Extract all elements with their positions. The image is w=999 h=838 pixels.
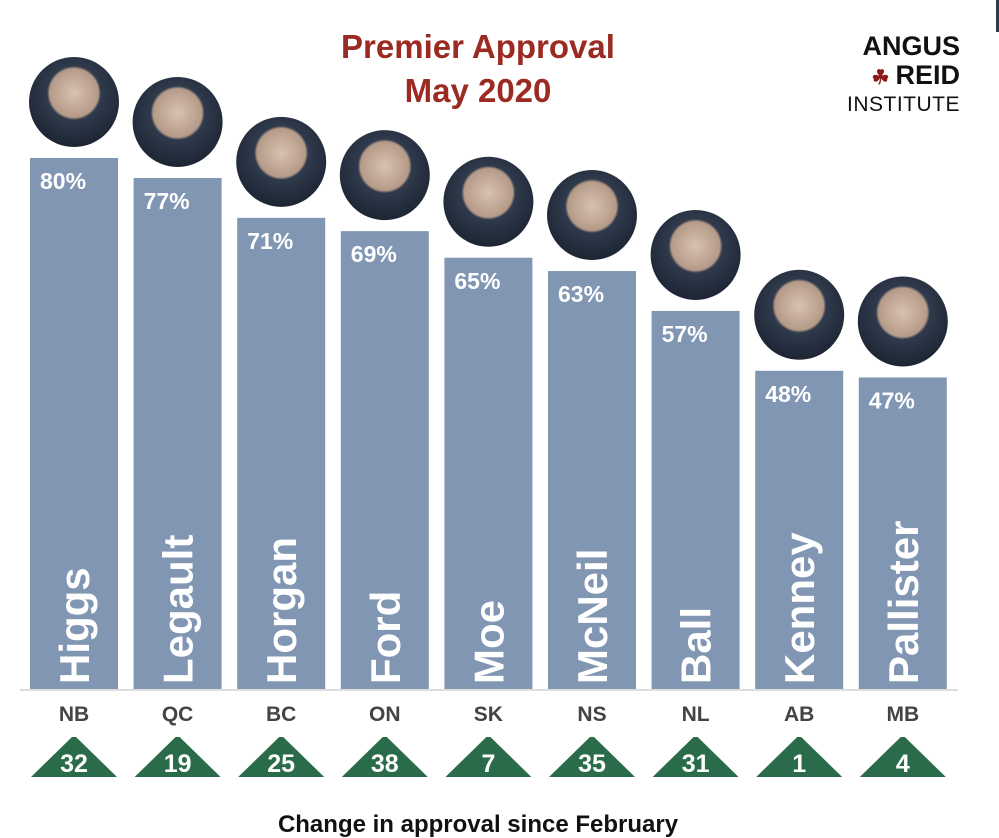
premier-name: Pallister: [880, 521, 927, 684]
change-value: 1: [792, 750, 806, 778]
value-label: 57%: [662, 321, 708, 347]
premier-name: Ball: [673, 607, 720, 684]
change-up-triangle-icon: [549, 737, 635, 777]
window-edge: [996, 0, 999, 32]
premier-photo-Legault: [132, 76, 223, 167]
premier-photo-McNeil: [547, 170, 637, 261]
premier-photo-Ford: [339, 130, 430, 221]
value-label: 48%: [765, 381, 811, 407]
province-label: ON: [369, 703, 401, 726]
change-value: 19: [164, 750, 192, 778]
footer-label: Change in approval since February: [278, 811, 679, 838]
premier-photo-Horgan: [236, 116, 327, 207]
province-label: AB: [784, 703, 814, 726]
bar-NS: [548, 271, 636, 690]
premier-photo-Kenney: [754, 269, 845, 360]
value-label: 69%: [351, 241, 397, 267]
angus-reid-logo: ANGUS ☘ REID INSTITUTE: [820, 32, 960, 117]
bar-BC: [237, 217, 326, 690]
premier-photo-Higgs: [29, 57, 119, 147]
change-up-triangle-icon: [859, 737, 946, 777]
change-up-triangle-icon: [238, 737, 325, 777]
bar-SK: [444, 257, 533, 690]
change-up-triangle-icon: [445, 737, 532, 777]
premier-photo-Ball: [650, 209, 741, 300]
bar-AB: [755, 370, 844, 690]
province-label: MB: [886, 703, 919, 726]
premier-name: Ford: [362, 591, 409, 684]
change-up-triangle-icon: [134, 737, 221, 777]
logo-line1: ANGUS: [862, 31, 960, 61]
premier-name: Horgan: [258, 537, 305, 684]
province-label: NS: [577, 703, 606, 726]
bar-ON: [340, 231, 429, 690]
chart-title: Premier Approval: [341, 28, 615, 65]
value-label: 63%: [558, 281, 604, 307]
province-label: QC: [162, 703, 194, 726]
change-up-triangle-icon: [652, 737, 739, 777]
premier-name: McNeil: [569, 549, 616, 684]
bar-MB: [858, 377, 947, 690]
change-up-triangle-icon: [756, 737, 843, 777]
logo-line2: REID: [895, 60, 960, 90]
value-label: 47%: [869, 387, 915, 413]
change-value: 4: [896, 750, 910, 778]
change-value: 38: [371, 750, 399, 778]
change-value: 25: [267, 750, 295, 778]
premier-name: Kenney: [776, 532, 823, 684]
province-label: NL: [682, 703, 710, 726]
maple-leaf-icon: ☘: [871, 67, 890, 89]
province-label: NB: [59, 703, 89, 726]
change-value: 35: [578, 750, 606, 778]
bar-NL: [651, 310, 740, 690]
change-value: 31: [682, 750, 710, 778]
change-up-triangle-icon: [341, 737, 428, 777]
bar-NB: [30, 158, 118, 690]
value-label: 71%: [247, 228, 293, 254]
chart-subtitle: May 2020: [404, 72, 552, 109]
premier-name: Moe: [465, 600, 512, 684]
change-up-triangle-icon: [31, 737, 117, 777]
premier-photo-Moe: [443, 156, 534, 247]
province-label: BC: [266, 703, 296, 726]
value-label: 77%: [144, 188, 190, 214]
change-value: 7: [481, 750, 495, 778]
province-label: SK: [474, 703, 503, 726]
logo-line3: INSTITUTE: [847, 93, 960, 116]
value-label: 65%: [454, 268, 500, 294]
value-label: 80%: [40, 168, 86, 194]
premier-name: Legault: [155, 535, 202, 684]
premier-name: Higgs: [51, 567, 98, 684]
change-value: 32: [60, 750, 88, 778]
premier-photo-Pallister: [857, 276, 948, 367]
bar-QC: [133, 177, 222, 690]
